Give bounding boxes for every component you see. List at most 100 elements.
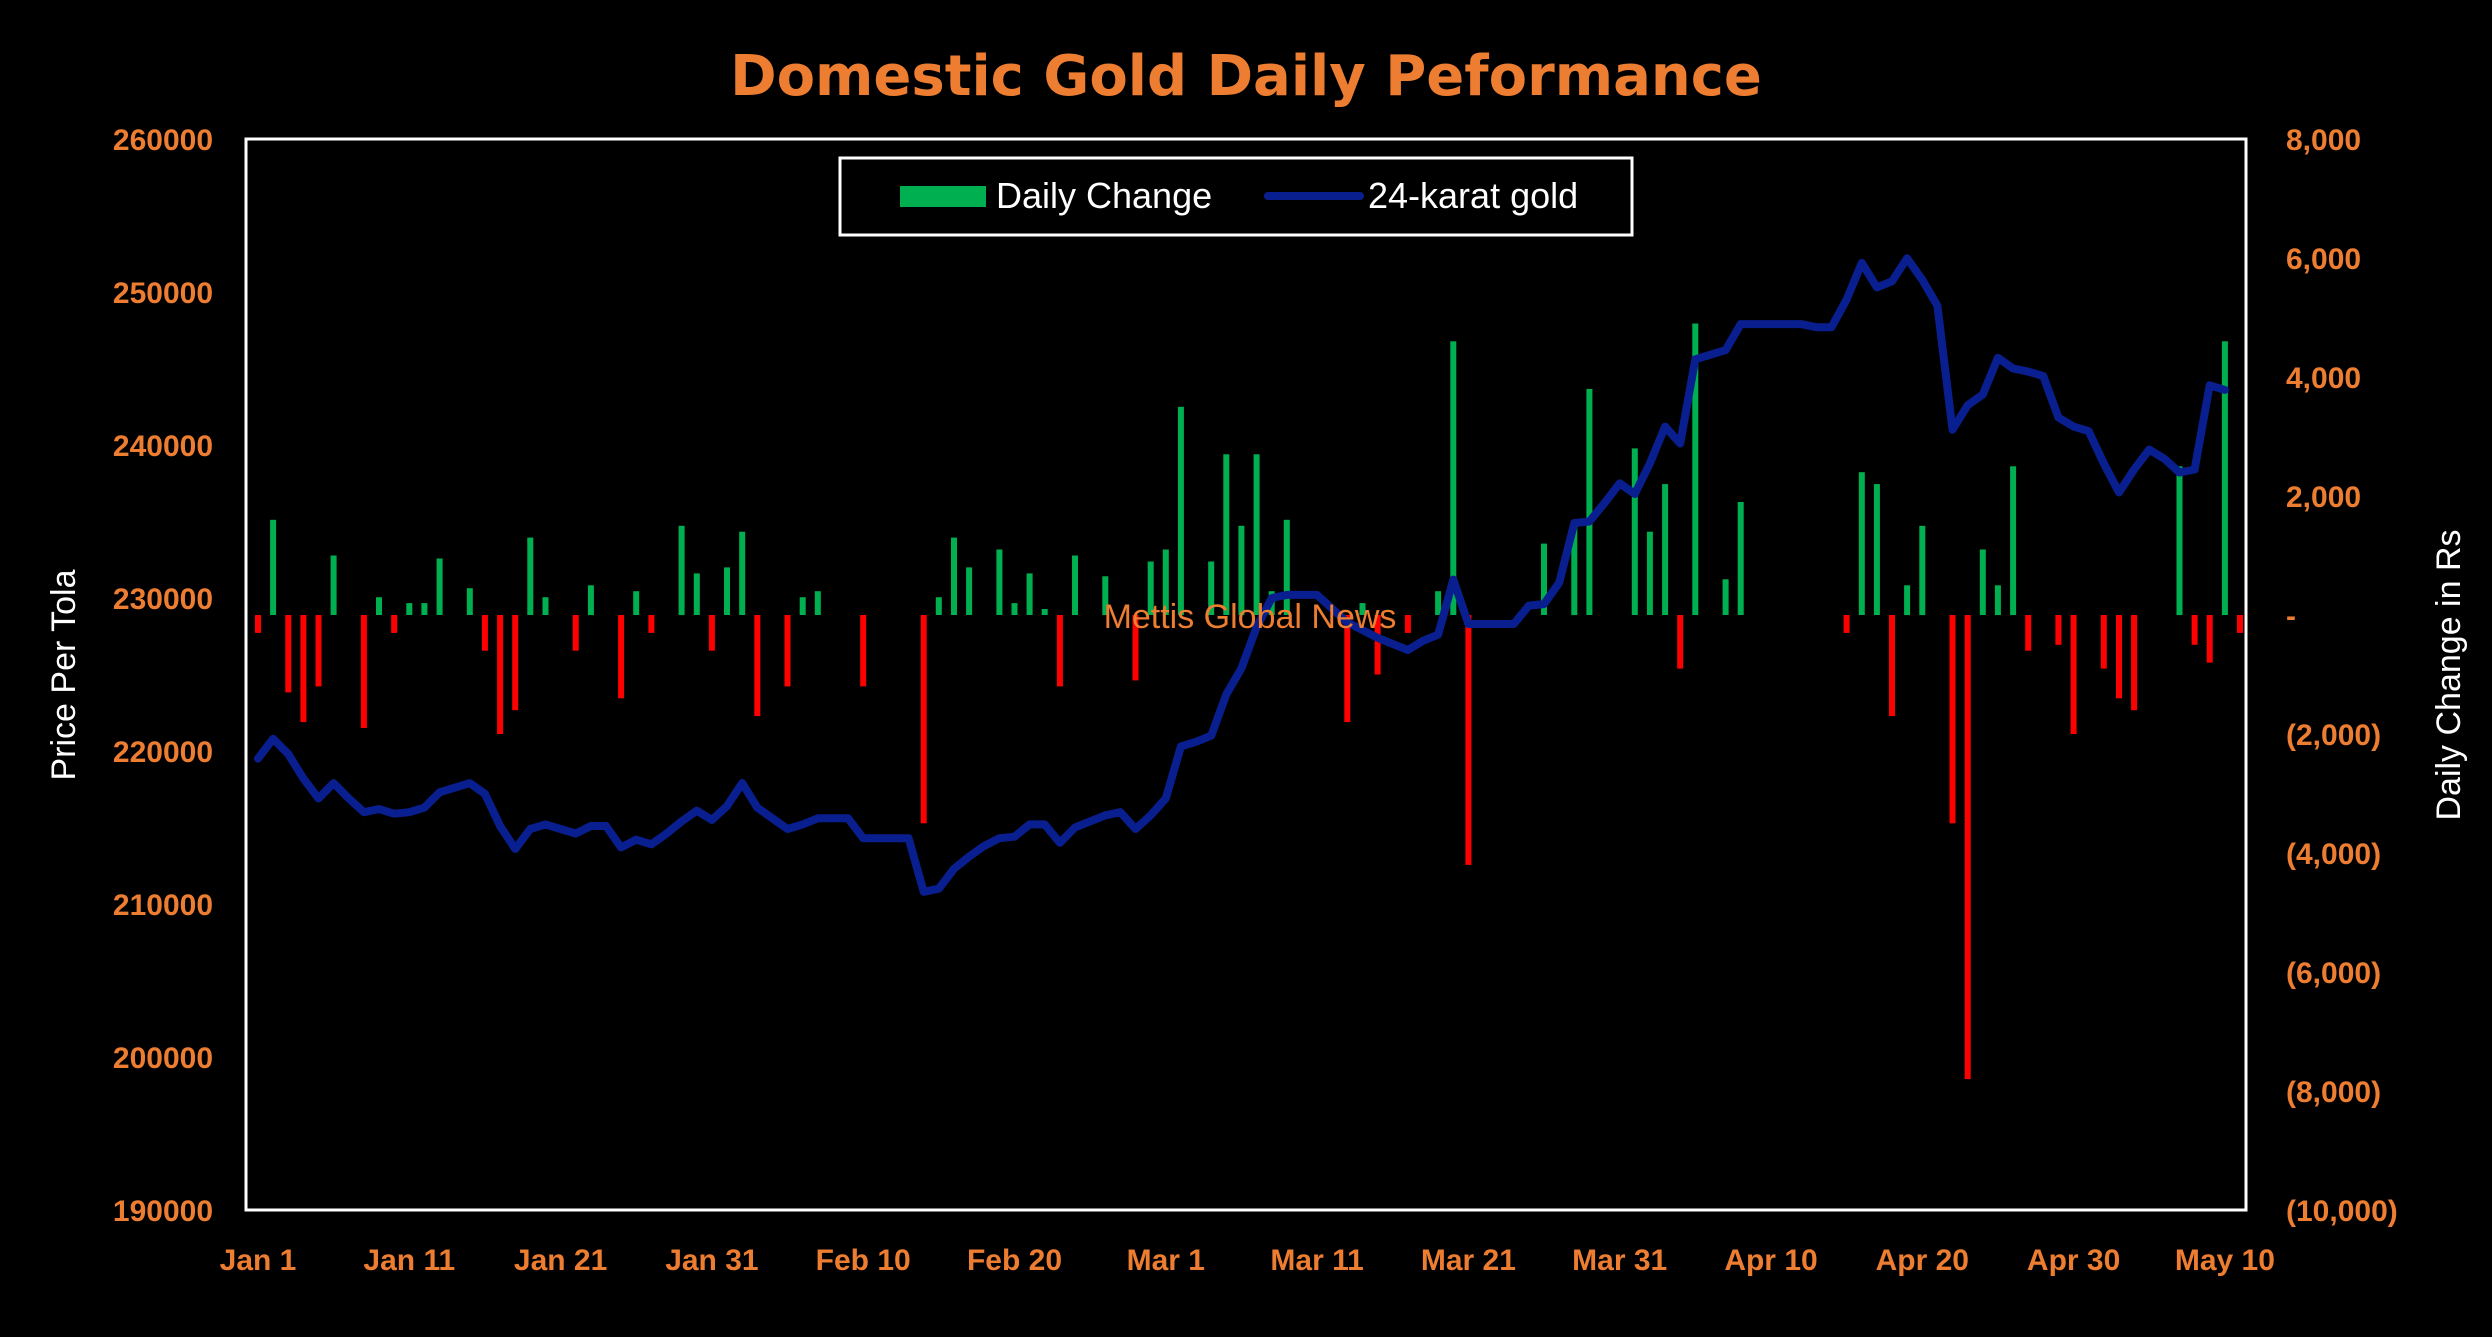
daily-change-bar <box>436 558 443 615</box>
daily-change-bar <box>270 519 277 615</box>
x-axis-tick-label: Apr 20 <box>1876 1244 1969 1277</box>
daily-change-bar <box>724 567 730 615</box>
daily-change-bar <box>1223 454 1230 615</box>
watermark-text: Mettis Global News <box>1104 598 1397 636</box>
x-axis-tick-label: Jan 21 <box>514 1244 607 1277</box>
daily-change-bar <box>2237 615 2243 633</box>
right-axis-tick-label: (2,000) <box>2286 719 2381 752</box>
daily-change-bar <box>1979 549 1986 615</box>
x-axis-tick-label: Apr 30 <box>2027 1244 2120 1277</box>
daily-change-bar <box>1072 555 1078 615</box>
daily-change-bar <box>1041 609 1048 615</box>
daily-change-bar <box>920 615 927 824</box>
daily-change-bar <box>1677 615 1684 669</box>
daily-change-bar <box>2176 466 2183 616</box>
daily-change-bar <box>527 537 534 615</box>
left-axis-ticks: 260000 250000 240000 230000 220000 210000 2000… <box>113 124 213 1228</box>
daily-change-bar <box>693 573 700 615</box>
daily-change-bars <box>255 323 2243 1080</box>
daily-change-bar <box>406 603 413 615</box>
daily-change-bar <box>1132 615 1139 681</box>
daily-change-bar <box>2131 615 2138 711</box>
daily-change-bar <box>1283 519 1290 615</box>
x-axis-tick-label: May 10 <box>2175 1244 2275 1277</box>
daily-change-bar <box>1026 573 1033 615</box>
left-axis-tick-label: 230000 <box>113 583 213 616</box>
x-axis-tick-label: Mar 1 <box>1127 1244 1205 1277</box>
x-axis-tick-label: Mar 11 <box>1270 1244 1363 1277</box>
daily-change-bar <box>497 615 504 734</box>
right-axis-ticks: 8,000 6,000 4,000 2,000 - (2,000) (4,000) (6,00… <box>2286 124 2398 1228</box>
daily-change-bar <box>1162 549 1169 615</box>
daily-change-bar <box>572 615 579 651</box>
daily-change-bar <box>739 531 746 615</box>
left-axis-tick-label: 250000 <box>113 277 213 310</box>
daily-change-bar <box>1722 579 1729 615</box>
chart-title: Domestic Gold Daily Peformance <box>730 44 1762 109</box>
daily-change-bar <box>2025 615 2032 651</box>
daily-change-bar <box>1737 502 1744 615</box>
daily-change-bar <box>1541 543 1547 615</box>
x-axis-tick-label: Feb 20 <box>967 1244 1062 1277</box>
x-axis-tick-label: Mar 21 <box>1421 1244 1516 1277</box>
daily-change-bar <box>1374 615 1381 675</box>
daily-change-bar <box>814 591 821 615</box>
daily-change-bar <box>2116 615 2122 699</box>
x-axis-tick-label: Jan 11 <box>363 1244 455 1277</box>
daily-change-bar <box>587 585 594 616</box>
daily-change-bar <box>376 597 382 615</box>
daily-change-bar <box>784 615 791 687</box>
daily-change-bar <box>1404 615 1411 633</box>
daily-change-bar <box>1904 585 1911 616</box>
daily-change-bar <box>1253 454 1260 615</box>
right-axis-tick-label: 2,000 <box>2286 481 2361 514</box>
daily-change-bar <box>951 537 957 615</box>
daily-change-bar <box>1177 406 1184 616</box>
daily-change-bar <box>996 549 1003 615</box>
x-axis-tick-label: Jan 1 <box>220 1244 297 1277</box>
daily-change-bar <box>360 615 367 728</box>
daily-change-bar <box>315 615 322 687</box>
daily-change-bar <box>2100 615 2107 669</box>
left-axis-tick-label: 200000 <box>113 1042 213 1075</box>
left-axis-tick-label: 190000 <box>113 1195 213 1228</box>
daily-change-bar <box>860 615 867 687</box>
x-axis-ticks: Jan 1 Jan 11 Jan 21 Jan 31 Feb 10 Feb 20 Mar 1… <box>220 1244 2275 1277</box>
left-axis-tick-label: 240000 <box>113 430 213 463</box>
legend-label-gold: 24-karat gold <box>1368 175 1578 216</box>
right-axis-tick-label: (10,000) <box>2286 1195 2398 1228</box>
daily-change-bar <box>678 525 685 616</box>
left-axis-tick-label: 220000 <box>113 736 213 769</box>
right-axis-title: Daily Change in Rs <box>2430 529 2468 820</box>
daily-change-bar <box>1359 603 1366 615</box>
daily-change-bar <box>1435 591 1442 615</box>
daily-change-bar <box>1102 576 1109 615</box>
daily-change-bar <box>481 615 488 651</box>
daily-change-bar <box>330 555 337 615</box>
daily-change-bar <box>1465 615 1472 865</box>
x-axis-tick-label: Feb 10 <box>816 1244 911 1277</box>
daily-change-bar <box>1692 323 1699 615</box>
left-axis-title: Price Per Tola <box>45 569 83 780</box>
daily-change-bar <box>633 591 640 615</box>
daily-change-bar <box>1858 472 1865 615</box>
daily-change-bar <box>1662 484 1669 615</box>
legend-swatch-daily-change <box>900 186 986 207</box>
daily-change-bar <box>966 567 973 615</box>
daily-change-bar <box>1011 603 1018 615</box>
daily-change-bar <box>512 615 519 711</box>
daily-change-bar <box>1646 531 1653 615</box>
daily-change-bar <box>2070 615 2077 734</box>
gold-price-line <box>254 254 2229 896</box>
daily-change-bar <box>1586 388 1593 615</box>
right-axis-tick-label: (4,000) <box>2286 838 2381 871</box>
daily-change-bar <box>300 615 307 723</box>
daily-change-bar <box>2055 615 2062 645</box>
daily-change-bar <box>1056 615 1063 687</box>
daily-change-bar <box>708 615 715 651</box>
plot-area <box>244 137 2248 1212</box>
daily-change-bar <box>1571 525 1578 616</box>
daily-change-bar <box>2191 615 2198 645</box>
daily-change-bar <box>1450 341 1457 615</box>
